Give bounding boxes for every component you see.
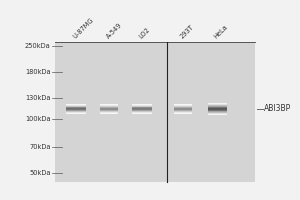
Bar bbox=[132, 105, 152, 106]
Bar bbox=[208, 113, 227, 114]
Bar bbox=[132, 107, 152, 108]
Bar bbox=[100, 112, 118, 113]
Bar bbox=[208, 104, 227, 105]
Bar bbox=[208, 114, 227, 115]
Bar bbox=[208, 103, 227, 104]
Bar bbox=[100, 111, 118, 112]
Bar bbox=[132, 112, 152, 113]
Text: 130kDa: 130kDa bbox=[25, 95, 51, 101]
Bar bbox=[174, 106, 192, 107]
Bar bbox=[100, 113, 118, 114]
Text: HeLa: HeLa bbox=[213, 24, 229, 40]
Bar bbox=[208, 106, 227, 107]
Bar bbox=[174, 108, 192, 109]
Bar bbox=[132, 108, 152, 109]
Bar bbox=[100, 107, 118, 108]
Text: LO2: LO2 bbox=[138, 26, 151, 40]
Bar bbox=[208, 108, 227, 109]
Bar bbox=[100, 104, 118, 105]
Bar bbox=[174, 109, 192, 110]
Bar bbox=[66, 106, 86, 107]
Bar bbox=[132, 113, 152, 114]
Text: ABI3BP: ABI3BP bbox=[264, 104, 291, 113]
Bar bbox=[66, 111, 86, 112]
Bar bbox=[100, 108, 118, 109]
Bar bbox=[100, 110, 118, 111]
Bar bbox=[208, 107, 227, 108]
Bar bbox=[66, 112, 86, 113]
Text: 180kDa: 180kDa bbox=[25, 69, 51, 75]
Bar bbox=[132, 104, 152, 105]
Text: 70kDa: 70kDa bbox=[29, 144, 51, 150]
Bar bbox=[66, 105, 86, 106]
Bar bbox=[132, 111, 152, 112]
Bar bbox=[100, 106, 118, 107]
Bar bbox=[66, 113, 86, 114]
Bar bbox=[100, 109, 118, 110]
Text: 250kDa: 250kDa bbox=[25, 43, 51, 49]
Bar bbox=[208, 110, 227, 111]
Bar bbox=[208, 105, 227, 106]
Bar bbox=[66, 108, 86, 109]
Text: A-549: A-549 bbox=[105, 22, 123, 40]
Text: 100kDa: 100kDa bbox=[25, 116, 51, 122]
Text: U-87MG: U-87MG bbox=[72, 17, 95, 40]
Bar bbox=[174, 111, 192, 112]
Bar bbox=[208, 112, 227, 113]
Bar bbox=[132, 109, 152, 110]
Bar bbox=[174, 107, 192, 108]
Bar bbox=[174, 110, 192, 111]
Text: 50kDa: 50kDa bbox=[29, 170, 51, 176]
Bar bbox=[174, 113, 192, 114]
Bar bbox=[132, 106, 152, 107]
Bar bbox=[208, 109, 227, 110]
Bar bbox=[132, 110, 152, 111]
Bar bbox=[208, 111, 227, 112]
Bar bbox=[66, 104, 86, 105]
Bar bbox=[174, 104, 192, 105]
Text: 293T: 293T bbox=[179, 24, 195, 40]
Bar bbox=[66, 107, 86, 108]
Bar bbox=[100, 105, 118, 106]
Bar bbox=[66, 110, 86, 111]
Bar bbox=[174, 105, 192, 106]
Bar bbox=[174, 112, 192, 113]
Bar bbox=[55, 42, 256, 182]
Bar bbox=[66, 109, 86, 110]
